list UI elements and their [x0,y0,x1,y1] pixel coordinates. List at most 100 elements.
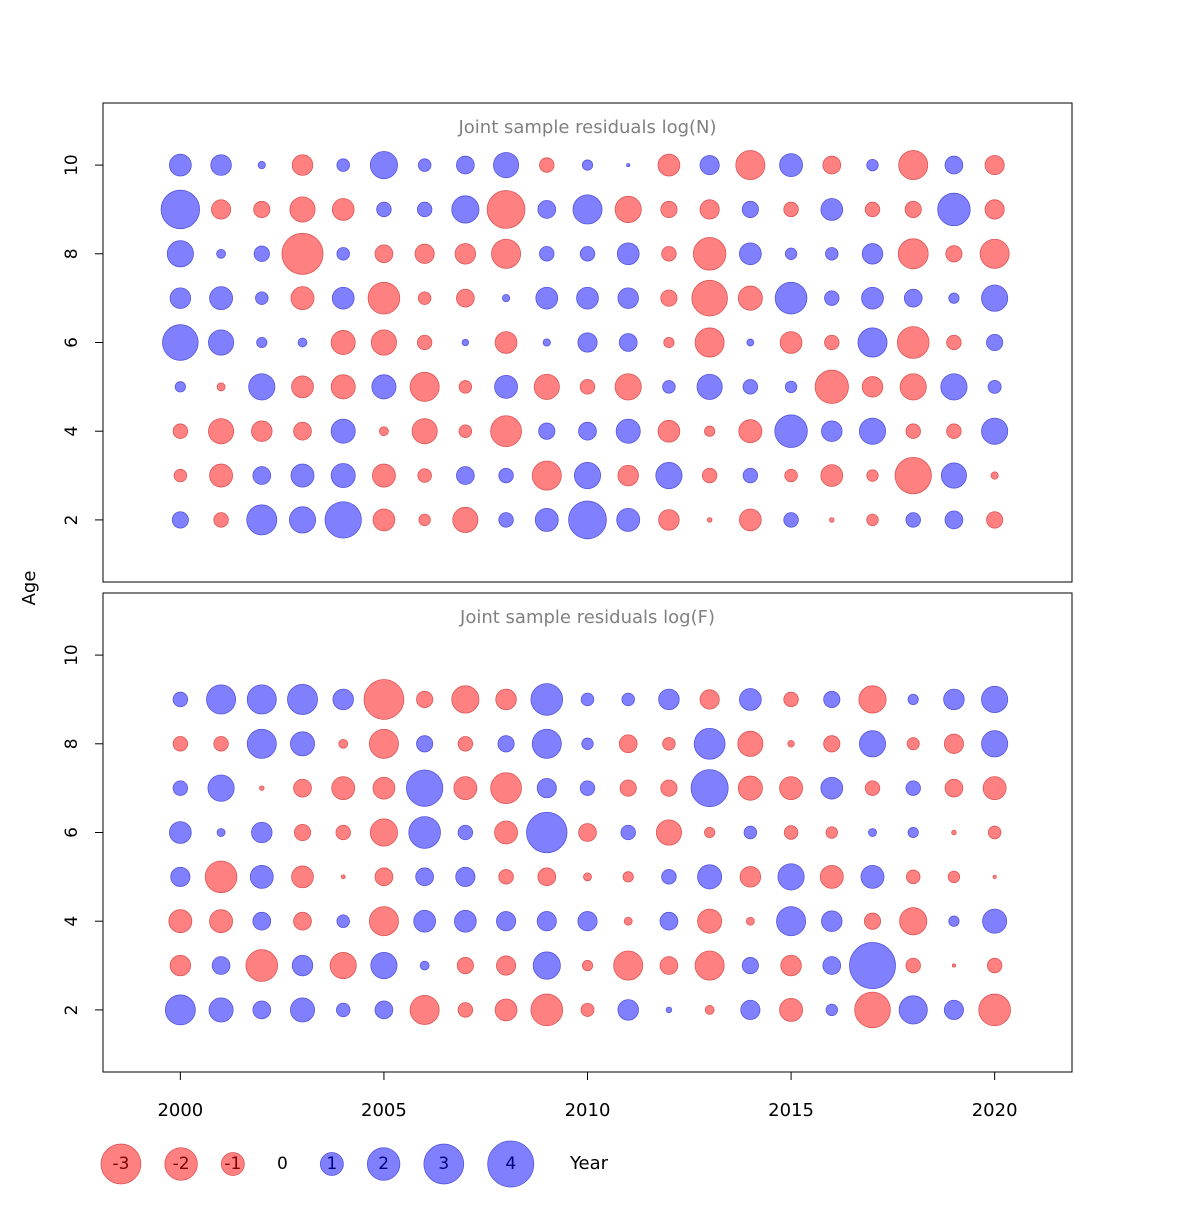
residual-bubble [821,420,843,442]
residual-bubble [457,824,474,841]
residual-bubble [699,689,720,710]
residual-bubble [860,864,885,889]
residual-bubble [661,869,677,885]
residual-bubble [740,999,761,1020]
residual-bubble [616,242,640,266]
residual-bubble [331,286,355,310]
residual-bubble [248,373,276,401]
residual-bubble [824,290,840,306]
legend-bubble [366,1147,401,1181]
residual-bubble [659,911,679,931]
residual-bubble [783,201,799,218]
residual-bubble [614,195,642,223]
residual-bubble [498,467,514,484]
residual-bubble [330,418,356,444]
residual-bubble [291,865,314,889]
y-tick-label: 4 [62,916,82,927]
residual-bubble [251,420,273,442]
residual-bubble [907,826,919,839]
residual-bubble [864,201,881,218]
y-tick-label: 6 [62,827,82,838]
y-axis-label: Age [19,571,40,606]
residual-bubble [216,828,226,837]
residual-bubble [416,201,433,218]
x-axis-label: Year [569,1153,609,1174]
residual-bubble [779,153,803,177]
residual-bubble [536,778,557,799]
residual-bubble [739,688,762,711]
residual-bubble [324,501,362,539]
residual-bubble [288,506,317,534]
legend-label: -1 [224,1154,241,1174]
residual-bubble [336,158,350,172]
residual-bubble [857,327,888,358]
residual-bubble [330,374,356,400]
residual-bubble [814,369,849,404]
residual-bubble [409,994,440,1025]
residual-bubble [246,684,277,715]
residual-bubble [899,373,927,401]
legend-label: 4 [505,1154,516,1174]
residual-bubble [699,155,720,176]
residual-bubble [537,867,557,887]
legend-label: 0 [277,1154,288,1174]
residual-bubble [330,330,356,355]
residual-bubble [289,196,316,223]
residual-bubble [746,338,755,347]
residual-bubble [257,161,266,170]
residual-bubble [820,198,844,221]
residual-bubble [655,462,683,490]
residual-bubble [981,685,1009,713]
residual-bubble [290,731,315,757]
residual-bubble [861,286,884,310]
legend-bubble [423,1143,465,1185]
residual-bubble [741,957,759,975]
residual-bubble [208,329,235,356]
y-tick-label: 10 [62,644,82,666]
residual-bubble [691,279,728,317]
residual-bubble [951,829,957,836]
residual-bubble [981,417,1009,445]
residual-bubble [820,776,844,800]
residual-bubble [531,460,562,491]
residual-bubble [372,776,396,800]
residual-bubble [259,785,265,791]
residual-bubble [330,463,356,489]
residual-bubble [987,825,1002,840]
residual-bubble [169,954,192,977]
residual-bubble [940,373,968,401]
residual-bubble [245,949,279,982]
residual-bubble [661,246,677,262]
residual-bubble [946,423,962,439]
residual-bubble [253,200,271,218]
residual-bubble [376,201,392,218]
legend-bubble [164,1147,198,1181]
residual-bubble [945,245,963,263]
residual-bubble [694,327,725,358]
residual-bubble [655,819,682,846]
residual-bubble [209,463,233,488]
residual-bubble [367,281,401,315]
residual-bubble [819,864,844,889]
residual-bubble [583,872,592,882]
residual-bubble [455,866,476,887]
residual-bubble [774,281,808,315]
residual-bubble [662,737,676,751]
residual-bubble [287,684,318,715]
legend-bubble [220,1152,245,1176]
residual-bubble [868,828,877,837]
residual-bubble [777,863,805,891]
residual-bubble [704,826,716,839]
residual-bubble [660,779,678,797]
residual-bubble [613,950,644,981]
residual-bubble [858,685,887,714]
residual-bubble [659,956,679,975]
residual-bubble [894,456,932,495]
residual-bubble [866,158,879,172]
residual-bubble [904,200,922,218]
residual-bubble [737,285,763,311]
residual-bubble [581,960,594,972]
residual-bubble [172,736,189,752]
residual-bubble [208,418,235,445]
